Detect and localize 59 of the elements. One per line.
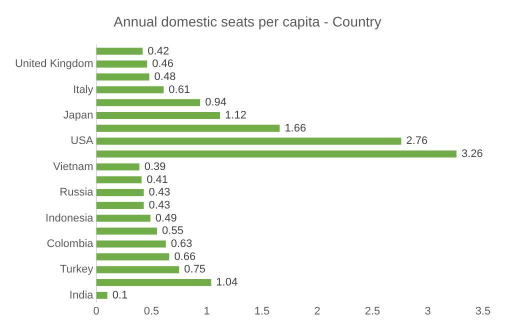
data-label: 0.46 [152,58,174,70]
data-label: 0.43 [148,186,170,199]
x-tick-label: 2 [314,305,320,318]
bar [96,163,140,170]
x-tick-label: 1 [204,305,210,318]
data-label: 1.12 [225,110,246,122]
y-tick-label: Italy [73,84,94,96]
bar [96,189,144,196]
data-label: 0.43 [148,199,170,212]
bar [96,99,200,106]
y-tick-label: Turkey [60,264,94,276]
data-label: 1.66 [284,122,306,134]
bar [96,73,150,80]
x-tick-label: 3.5 [475,305,491,318]
data-label: 0.39 [144,160,166,173]
bar [96,138,402,145]
bar [96,214,150,222]
bar [96,150,456,158]
x-tick-label: 0.5 [144,305,160,318]
y-tick-label: USA [70,135,94,148]
y-tick-label: Colombia [46,238,94,250]
bar [96,292,108,299]
bar [96,176,142,184]
data-label: 3.26 [461,148,483,160]
bar [96,240,166,248]
data-label: 0.55 [162,225,184,238]
data-label: 0.94 [205,96,227,109]
data-label: 0.41 [146,174,168,186]
x-tick-label: 2.5 [364,305,380,318]
bar [96,86,164,94]
bar [96,266,180,274]
y-tick-label: United Kingdom [14,58,94,70]
bar [96,278,212,286]
bar [96,112,220,120]
y-tick-label: Vietnam [53,160,94,173]
bar [96,253,170,260]
x-tick-label: 1.5 [254,305,270,318]
data-label: 0.75 [184,264,206,276]
bar [96,48,143,55]
y-tick-label: Russia [60,186,94,199]
data-label: 0.61 [168,84,190,96]
bar [96,228,158,235]
data-label: 0.1 [112,289,128,302]
bar [96,202,144,209]
data-label: 0.49 [155,212,177,224]
bar [96,124,280,132]
data-label: 0.48 [154,70,176,83]
x-tick-label: 0 [93,305,100,318]
y-tick-label: India [69,289,94,302]
bar [96,60,148,68]
data-label: 1.04 [216,276,238,289]
data-label: 0.42 [148,45,170,58]
y-tick-label: Japan [63,110,94,122]
data-label: 0.66 [174,250,196,263]
x-tick-label: 3 [424,305,431,318]
y-tick-label: Indonesia [46,212,94,224]
data-label: 2.76 [406,135,428,148]
chart-title: Annual domestic seats per capita - Country [114,13,382,30]
data-label: 0.63 [170,238,192,250]
